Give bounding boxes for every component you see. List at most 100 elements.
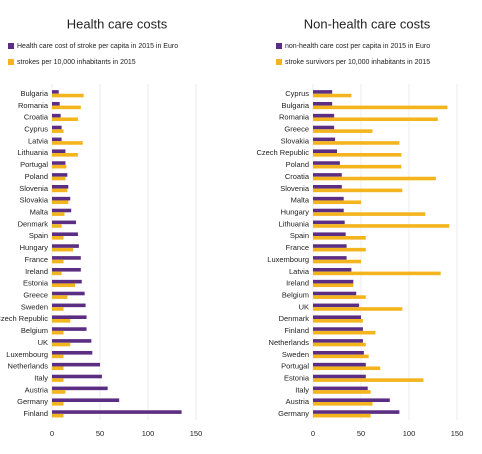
bar [52,366,64,371]
bar [52,149,66,154]
bar [313,232,346,237]
y-tick-label: Romania [18,101,49,110]
bar [52,350,93,355]
x-tick-label: 100 [403,429,416,438]
bar [313,366,381,371]
y-tick-label: Cyprus [285,89,309,98]
bar [313,188,403,193]
y-tick-label: Bulgaria [281,101,309,110]
y-tick-label: Finland [23,409,48,418]
bar [313,330,376,335]
bar [52,390,66,394]
bar [52,212,65,216]
x-tick-label: 0 [311,429,315,438]
y-tick-label: Poland [25,172,48,181]
bar [313,279,354,284]
bar [52,295,68,299]
chart-title: Non-health care costs [304,16,431,31]
bar [313,247,366,252]
x-tick-label: 100 [142,429,155,438]
bar [313,141,400,145]
bar [52,184,69,189]
y-tick-label: Luxembourg [6,350,48,359]
bar [313,327,363,331]
bar [313,173,342,177]
y-tick-label: Estonia [23,279,49,288]
bar [313,413,371,418]
y-tick-label: UK [38,338,48,347]
y-tick-label: Germany [17,397,48,406]
bar [52,232,78,237]
y-tick-label: Malta [291,196,310,205]
y-tick-label: Spain [290,231,309,240]
bar [313,374,366,379]
bar [52,339,92,343]
bar [313,362,366,367]
y-tick-label: Italy [34,373,48,382]
bar [52,113,61,118]
bar [313,402,373,406]
legend-label: strokes per 10,000 inhabitants in 2015 [17,59,136,66]
bar [52,164,67,169]
bar [313,101,333,106]
y-tick-label: Slovenia [19,184,49,193]
bar [52,90,59,94]
legend-label: Health care cost of stroke per capita in… [17,43,178,50]
bar [313,212,426,216]
bar [313,283,354,288]
y-tick-label: Lithuania [279,219,310,228]
legend-label: non-health care cost per capita in 2015 … [285,43,430,50]
bar [52,196,71,201]
bar [313,176,436,181]
bar [313,339,363,343]
y-tick-label: Estonia [284,373,310,382]
bar [52,398,120,403]
bar [313,129,373,133]
bar [313,386,368,391]
y-tick-label: Bulgaria [20,89,48,98]
bar [52,101,60,106]
y-tick-label: Poland [286,160,309,169]
chart-title: Health care costs [67,16,168,31]
bar [52,307,64,311]
bar [313,342,366,347]
bar [52,315,87,320]
bar [52,378,64,382]
y-tick-label: Malta [30,207,49,216]
bar [52,247,74,252]
bar [52,386,108,391]
bar [52,291,85,296]
y-tick-label: Netherlands [269,338,310,347]
y-tick-label: Denmark [279,314,310,323]
bar [52,354,64,359]
bar [313,113,335,118]
bar [52,342,71,347]
y-tick-label: Lithuania [18,148,49,157]
y-tick-label: Ireland [25,267,48,276]
bar [52,244,79,248]
y-tick-label: Austria [25,385,49,394]
bar [313,295,366,299]
bar [52,220,76,225]
bar [313,117,438,122]
x-tick-label: 150 [190,429,203,438]
x-tick-label: 50 [96,429,104,438]
bar [313,105,448,110]
bar [313,291,357,296]
bar [52,271,62,276]
bar [52,129,64,133]
bar [52,319,71,323]
bar [313,224,450,228]
bar [313,307,403,311]
bar [313,378,424,382]
y-tick-label: France [25,255,48,264]
y-tick-label: Greece [23,290,48,299]
bar [313,149,337,154]
bar [313,315,361,320]
bar [313,256,347,260]
y-tick-label: Latvia [289,267,310,276]
bar [52,410,182,414]
legend-label: stroke survivors per 10,000 inhabitants … [285,59,430,66]
bar [52,125,62,130]
